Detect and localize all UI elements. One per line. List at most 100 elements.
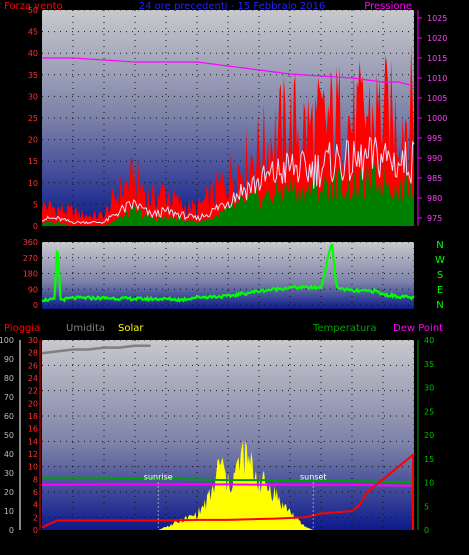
legend-temperatura: Temperatura <box>312 323 377 334</box>
rain-y-tick: 2 <box>33 513 38 522</box>
sunrise-x-label: sunrise <box>144 540 173 549</box>
wind-y-tick: 30 <box>28 92 38 101</box>
rain-y-tick: 4 <box>33 501 38 510</box>
sunrise-label: sunrise <box>144 472 173 481</box>
rain-y-tick: 8 <box>33 475 38 484</box>
weather-x-tick: 22 <box>378 540 388 549</box>
compass-label: N <box>436 240 443 251</box>
humidity-y-tick: 80 <box>4 374 14 383</box>
weather-x-tick: 12 <box>223 540 233 549</box>
dir-y-tick: 360 <box>23 238 38 247</box>
header-right-label: Pressione <box>364 1 412 12</box>
pressure-y-tick: 1025 <box>427 14 447 23</box>
weather-x-tick: 00 <box>409 540 419 549</box>
humidity-y-tick: 60 <box>4 412 14 421</box>
sunset-label: sunset <box>300 472 327 481</box>
temp-y-tick: 35 <box>424 360 434 369</box>
weather-x-tick: 20 <box>347 540 357 549</box>
wind-x-tick: 16 <box>285 231 295 240</box>
wind-x-tick: 02 <box>68 231 78 240</box>
compass-label: N <box>436 300 443 311</box>
wind-pressure-chart: 0510152025303540455097598098599099510001… <box>28 6 448 240</box>
rain-y-tick: 18 <box>28 412 38 421</box>
humidity-y-tick: 90 <box>4 355 14 364</box>
wind-y-tick: 25 <box>28 114 38 123</box>
pressure-y-tick: 1010 <box>427 74 447 83</box>
weather-x-tick: 06 <box>130 540 140 549</box>
dewpoint-line <box>41 483 414 487</box>
temp-y-tick: 40 <box>424 336 434 345</box>
humidity-y-tick: 70 <box>4 393 14 402</box>
pressure-y-tick: 975 <box>427 214 442 223</box>
rain-humidity-solar-temp-chart: Pioggia Umidita Solar Temperatura Dew Point 0… <box>0 323 443 549</box>
weather-x-tick: 14 <box>254 540 264 549</box>
rain-y-tick: 24 <box>28 374 38 383</box>
weather-x-tick: 02 <box>68 540 78 549</box>
temp-y-tick: 10 <box>424 479 434 488</box>
temp-y-tick: 15 <box>424 455 434 464</box>
temp-y-tick: 30 <box>424 384 434 393</box>
dir-y-tick: 180 <box>23 270 38 279</box>
wind-y-tick: 50 <box>28 6 38 15</box>
rain-y-tick: 10 <box>28 463 38 472</box>
weather-x-tick: 10 <box>192 540 202 549</box>
rain-y-tick: 30 <box>28 336 38 345</box>
legend-dew-point: Dew Point <box>393 323 443 334</box>
wind-y-tick: 5 <box>33 200 38 209</box>
humidity-y-tick: 50 <box>4 431 14 440</box>
wind-x-tick: 08 <box>161 231 171 240</box>
pressure-y-tick: 1000 <box>427 114 447 123</box>
wind-x-tick: 18 <box>316 231 326 240</box>
pressure-y-tick: 995 <box>427 134 442 143</box>
rain-y-tick: 20 <box>28 399 38 408</box>
wind-x-tick: 14 <box>254 231 264 240</box>
humidity-y-tick: 0 <box>9 526 14 535</box>
pressure-line <box>42 57 415 87</box>
pressure-y-tick: 1020 <box>427 34 447 43</box>
wind-y-tick: 15 <box>28 157 38 166</box>
humidity-y-tick: 10 <box>4 507 14 516</box>
rain-y-tick: 22 <box>28 387 38 396</box>
wind-y-tick: 40 <box>28 49 38 58</box>
weather-x-tick: 16 <box>285 540 295 549</box>
rain-y-tick: 6 <box>33 488 38 497</box>
dir-y-tick: 270 <box>23 254 38 263</box>
temp-y-tick: 25 <box>424 407 434 416</box>
wind-x-tick: 20 <box>347 231 357 240</box>
wind-x-tick: 12 <box>223 231 233 240</box>
wind-y-tick: 0 <box>33 222 38 231</box>
sunset-x-label: sunset <box>300 540 327 549</box>
wind-y-tick: 20 <box>28 136 38 145</box>
pressure-y-tick: 985 <box>427 174 442 183</box>
wind-y-tick: 35 <box>28 71 38 80</box>
avg-wind-area <box>42 161 414 226</box>
temp-y-tick: 20 <box>424 431 434 440</box>
legend-pioggia: Pioggia <box>4 323 40 334</box>
humidity-y-tick: 20 <box>4 488 14 497</box>
rain-y-tick: 0 <box>33 526 38 535</box>
rain-line <box>41 453 415 529</box>
rain-y-tick: 16 <box>28 425 38 434</box>
wind-y-tick: 45 <box>28 28 38 37</box>
rain-y-tick: 14 <box>28 437 38 446</box>
rain-y-tick: 28 <box>28 349 38 358</box>
pressure-y-tick: 1005 <box>427 94 447 103</box>
pressure-y-tick: 1015 <box>427 54 447 63</box>
dir-y-tick: 90 <box>28 285 38 294</box>
humidity-line <box>41 344 151 355</box>
wind-x-tick: 06 <box>130 231 140 240</box>
wind-direction-line <box>41 243 414 303</box>
temperature-line <box>42 476 415 484</box>
wind-x-tick: 10 <box>192 231 202 240</box>
pressure-y-tick: 990 <box>427 154 442 163</box>
pressure-y-tick: 980 <box>427 194 442 203</box>
wind-line <box>41 136 415 225</box>
dir-y-tick: 0 <box>33 301 38 310</box>
wind-x-tick: 04 <box>99 231 109 240</box>
humidity-y-tick: 40 <box>4 450 14 459</box>
temp-y-tick: 5 <box>424 502 429 511</box>
weather-x-tick: 04 <box>99 540 109 549</box>
temp-y-tick: 0 <box>424 526 429 535</box>
compass-label: E <box>437 285 443 296</box>
